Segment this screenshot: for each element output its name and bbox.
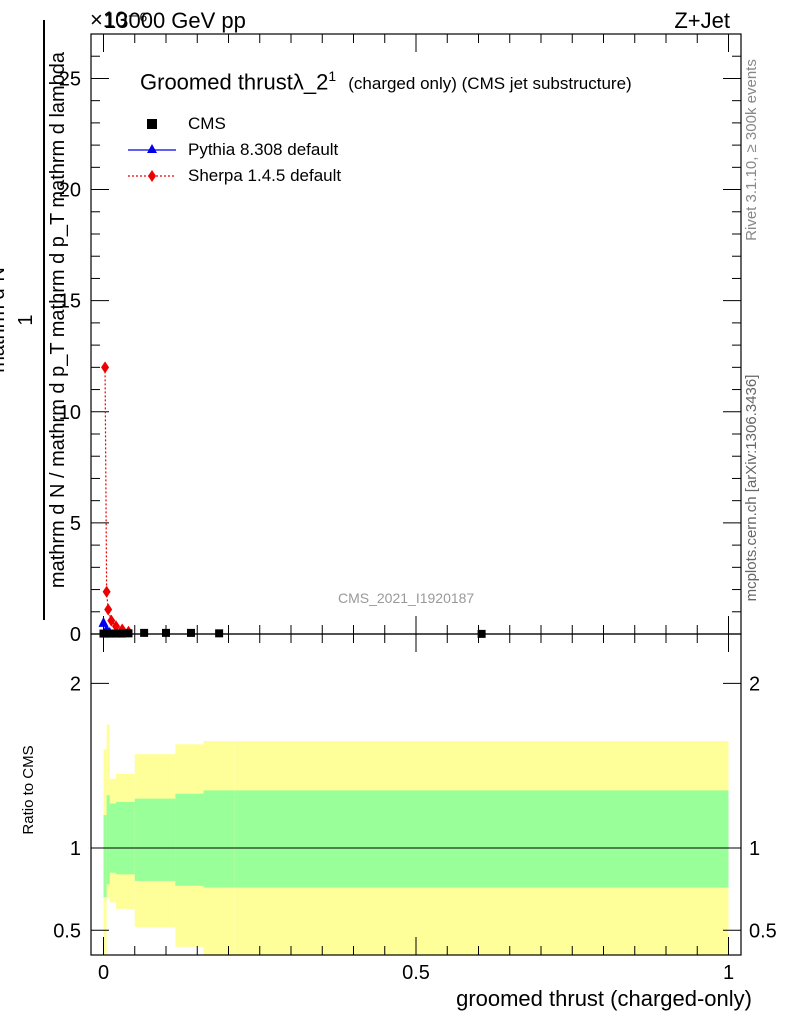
x-axis-label: groomed thrust (charged-only): [456, 986, 752, 1011]
upper-y-tick-label: 15: [59, 291, 81, 313]
pythia-point: [98, 616, 109, 627]
cms-point: [112, 629, 120, 638]
sherpa-point: [101, 361, 110, 374]
cms-point: [140, 628, 149, 637]
mcplots-label: mcplots.cern.ch [arXiv:1306.3436]: [743, 374, 760, 602]
rivet-version-label: Rivet 3.1.10, ≥ 300k events: [743, 59, 760, 241]
legend-label-pythia: Pythia 8.308 default: [188, 140, 339, 159]
ratio-y-tick-label-right: 1: [749, 838, 760, 860]
cms-point: [118, 629, 127, 638]
ratio-y-tick-label: 0.5: [53, 920, 81, 942]
legend-label-cms: CMS: [188, 114, 226, 133]
title-sup: 1: [328, 68, 337, 84]
ratio-y-tick-label-right: 0.5: [749, 920, 777, 942]
upper-y-tick-label: 5: [70, 513, 81, 535]
energy-label: 13000 GeV pp: [104, 8, 246, 33]
x-tick-label: 1: [723, 962, 734, 984]
title-main: Groomed thrust: [140, 69, 293, 95]
cms-point: [105, 629, 114, 638]
cms-point: [187, 628, 195, 637]
ratio-band-inner-bin: [234, 790, 729, 888]
plot-subtitle: (charged only) (CMS jet substructure): [348, 74, 632, 94]
process-label: Z+Jet: [674, 8, 730, 33]
ratio-ylabel: Ratio to CMS: [20, 745, 37, 835]
upper-y-tick-label: 20: [59, 180, 81, 202]
sherpa-point: [104, 603, 113, 616]
ylabel-denominator: mathrm d N / mathrm d p_T mathrm d p_T m…: [47, 51, 69, 589]
ratio-band-inner-bin: [175, 793, 204, 886]
ylabel-fraction-bar: [43, 20, 45, 620]
cms-point: [124, 629, 133, 638]
upper-y-tick-label: 10: [59, 402, 81, 424]
cms-point: [215, 629, 224, 638]
ratio-band-inner-bin: [103, 815, 107, 898]
ratio-band-inner-bin: [203, 790, 235, 888]
legend-label-sherpa: Sherpa 1.4.5 default: [188, 166, 342, 185]
ratio-y-tick-label: 2: [70, 673, 81, 695]
ylabel-inner-top: mathrm d²N: [0, 267, 9, 373]
sherpa-point: [102, 585, 111, 598]
ylabel-numerator: 1: [15, 314, 37, 326]
sherpa-point: [107, 614, 116, 627]
x-tick-label: 0: [98, 962, 109, 984]
title-lambda: λ_2: [292, 69, 329, 95]
plot-title: Groomed thrustλ_21 (charged only) (CMS j…: [140, 68, 632, 95]
ratio-band-inner-bin: [109, 803, 116, 873]
ratio-band-inner-bin: [106, 795, 110, 885]
x-tick-label: 0.5: [402, 962, 430, 984]
legend-marker-sherpa: [148, 170, 156, 182]
ratio-y-tick-label-right: 2: [749, 673, 760, 695]
ratio-band-inner-bin: [116, 801, 135, 875]
cms-point: [477, 629, 486, 638]
upper-ylabel: 1 mathrm d N / mathrm d p_T mathrm d p_T…: [0, 20, 69, 620]
legend-marker-cms: [147, 119, 157, 129]
legend-marker-pythia: [147, 144, 157, 153]
upper-y-tick-label: 25: [59, 68, 81, 90]
scale-factor: ×10⁻⁶: [90, 7, 148, 32]
ratio-y-tick-label: 1: [70, 838, 81, 860]
ratio-band-inner-bin: [134, 798, 176, 881]
sherpa-point: [112, 620, 120, 633]
upper-y-tick-label: 0: [70, 624, 81, 646]
analysis-watermark: CMS_2021_I1920187: [338, 590, 475, 606]
cms-point: [162, 628, 170, 637]
